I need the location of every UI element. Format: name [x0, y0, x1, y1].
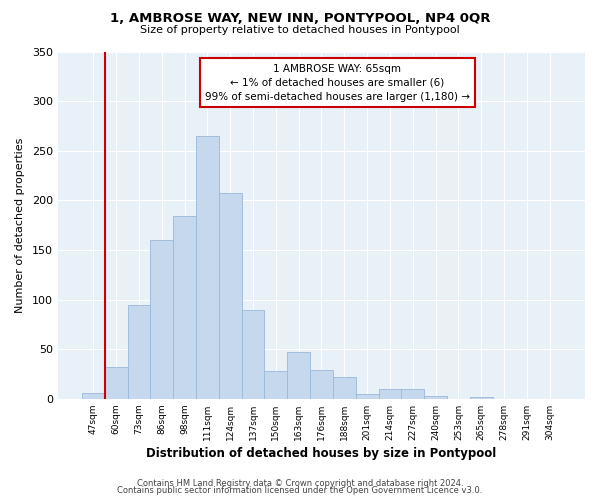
Bar	[105, 367, 128, 399]
Text: Contains HM Land Registry data © Crown copyright and database right 2024.: Contains HM Land Registry data © Crown c…	[137, 478, 463, 488]
Text: 1, AMBROSE WAY, NEW INN, PONTYPOOL, NP4 0QR: 1, AMBROSE WAY, NEW INN, PONTYPOOL, NP4 …	[110, 12, 490, 26]
Bar	[82, 393, 105, 399]
Bar	[196, 136, 219, 399]
Bar	[470, 397, 493, 399]
Bar	[379, 389, 401, 399]
Bar	[242, 310, 265, 399]
Bar	[173, 216, 196, 399]
Bar	[151, 240, 173, 399]
Bar	[424, 396, 447, 399]
Bar	[128, 304, 151, 399]
Bar	[333, 377, 356, 399]
Bar	[219, 194, 242, 399]
X-axis label: Distribution of detached houses by size in Pontypool: Distribution of detached houses by size …	[146, 447, 497, 460]
Text: 1 AMBROSE WAY: 65sqm
← 1% of detached houses are smaller (6)
99% of semi-detache: 1 AMBROSE WAY: 65sqm ← 1% of detached ho…	[205, 64, 470, 102]
Bar	[356, 394, 379, 399]
Y-axis label: Number of detached properties: Number of detached properties	[15, 138, 25, 313]
Text: Contains public sector information licensed under the Open Government Licence v3: Contains public sector information licen…	[118, 486, 482, 495]
Text: Size of property relative to detached houses in Pontypool: Size of property relative to detached ho…	[140, 25, 460, 35]
Bar	[310, 370, 333, 399]
Bar	[265, 371, 287, 399]
Bar	[287, 352, 310, 399]
Bar	[401, 389, 424, 399]
